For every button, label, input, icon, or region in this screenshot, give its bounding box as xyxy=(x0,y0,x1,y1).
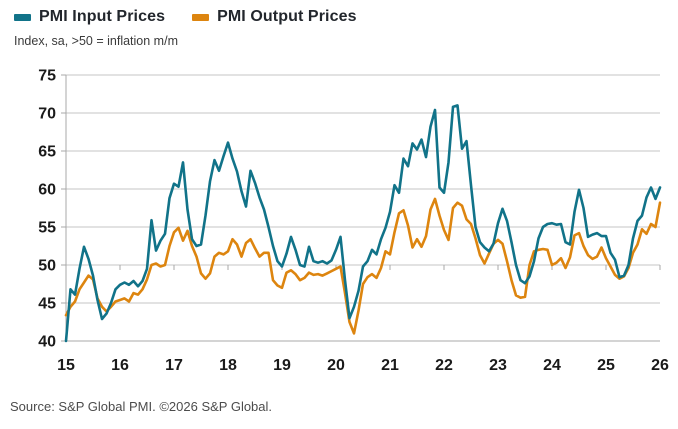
legend: PMI Input Prices PMI Output Prices xyxy=(14,8,357,26)
source-note: Source: S&P Global PMI. ©2026 S&P Global… xyxy=(10,399,273,414)
x-tick-label: 15 xyxy=(57,357,75,374)
x-tick-label: 26 xyxy=(651,357,669,374)
legend-item-input-prices: PMI Input Prices xyxy=(14,8,165,26)
x-tick-label: 18 xyxy=(219,357,237,374)
y-tick-label: 55 xyxy=(38,220,56,237)
y-tick-label: 50 xyxy=(38,258,56,275)
y-tick-label: 75 xyxy=(38,68,56,85)
input-prices-swatch-icon xyxy=(14,13,31,21)
x-tick-label: 16 xyxy=(111,357,129,374)
x-tick-label: 17 xyxy=(165,357,183,374)
output-prices-legend-label: PMI Output Prices xyxy=(217,8,357,25)
chart-subtitle: Index, sa, >50 = inflation m/m xyxy=(14,34,178,48)
x-axis-labels: 15 16 17 18 19 20 21 22 23 24 25 26 xyxy=(57,357,669,374)
x-tick-label: 21 xyxy=(381,357,399,374)
input-prices-legend-label: PMI Input Prices xyxy=(39,8,166,25)
x-tick-label: 23 xyxy=(489,357,507,374)
x-tick-label: 19 xyxy=(273,357,291,374)
x-tick-label: 25 xyxy=(597,357,615,374)
x-tick-label: 22 xyxy=(435,357,453,374)
y-tick-label: 40 xyxy=(38,334,56,351)
pmi-input-prices-line xyxy=(64,104,662,343)
y-tick-label: 65 xyxy=(38,144,56,161)
pmi-output-prices-line xyxy=(64,197,662,335)
y-axis-labels: 40 45 50 55 60 65 70 75 xyxy=(38,68,56,351)
x-tick-label: 20 xyxy=(327,357,345,374)
y-tick-label: 60 xyxy=(38,182,56,199)
output-prices-swatch-icon xyxy=(192,13,210,21)
legend-item-output-prices: PMI Output Prices xyxy=(192,8,357,26)
y-tick-label: 70 xyxy=(38,106,56,123)
y-tick-label: 45 xyxy=(38,296,56,313)
x-tick-label: 24 xyxy=(543,357,561,374)
